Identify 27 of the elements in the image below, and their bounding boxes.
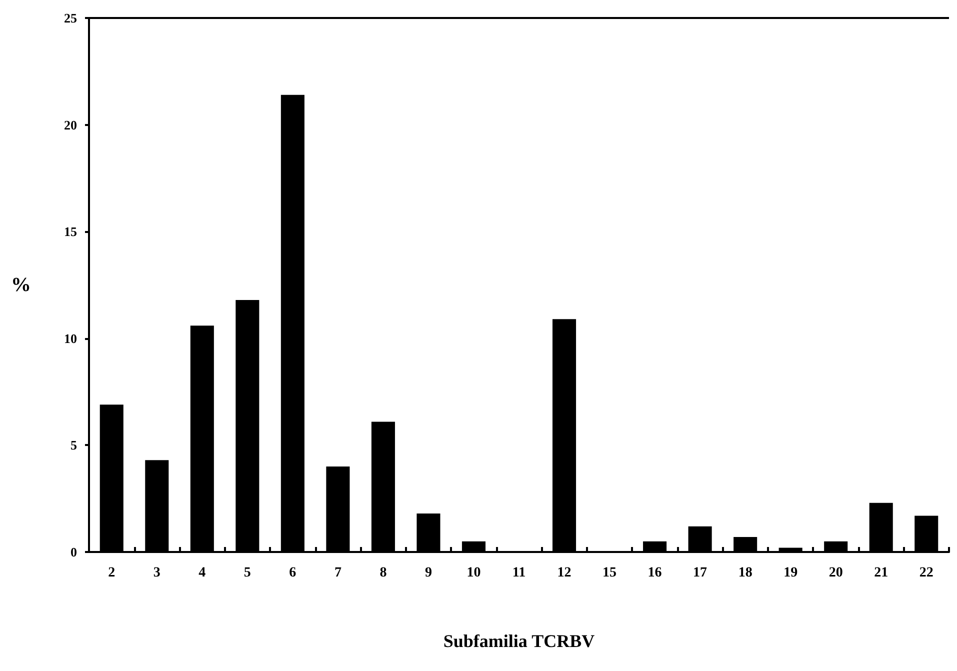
- x-tick-label: 11: [512, 566, 526, 580]
- y-tick-label: 15: [64, 224, 78, 240]
- x-tick-label: 7: [334, 566, 342, 580]
- y-tick-label: 10: [64, 330, 77, 346]
- x-tick-label: 10: [466, 566, 481, 580]
- y-tick-label: 20: [64, 117, 77, 132]
- y-tick-label: 5: [70, 438, 78, 453]
- y-tick-label: 0: [70, 544, 77, 560]
- x-axis-title: Subfamilia TCRBV: [443, 631, 595, 651]
- x-tick-label: 4: [198, 566, 206, 580]
- y-tick-label: 25: [64, 10, 78, 26]
- x-tick-label: 18: [738, 566, 752, 580]
- x-tick-label: 8: [380, 566, 387, 580]
- x-tick-label: 6: [289, 566, 296, 580]
- x-tick-label: 22: [919, 566, 934, 580]
- x-tick-label: 15: [602, 566, 617, 580]
- x-tick-label: 20: [828, 566, 843, 580]
- y-axis-title: %: [11, 274, 31, 296]
- x-tick-label: 2: [108, 566, 116, 580]
- x-tick-label: 16: [648, 566, 662, 580]
- x-tick-label: 9: [424, 566, 432, 580]
- x-tick-label: 19: [784, 566, 798, 580]
- x-tick-label: 17: [693, 566, 708, 580]
- x-tick-label: 12: [557, 566, 572, 580]
- x-tick-label: 5: [244, 566, 251, 580]
- x-tick-label: 3: [153, 566, 160, 580]
- x-tick-label: 21: [874, 566, 888, 580]
